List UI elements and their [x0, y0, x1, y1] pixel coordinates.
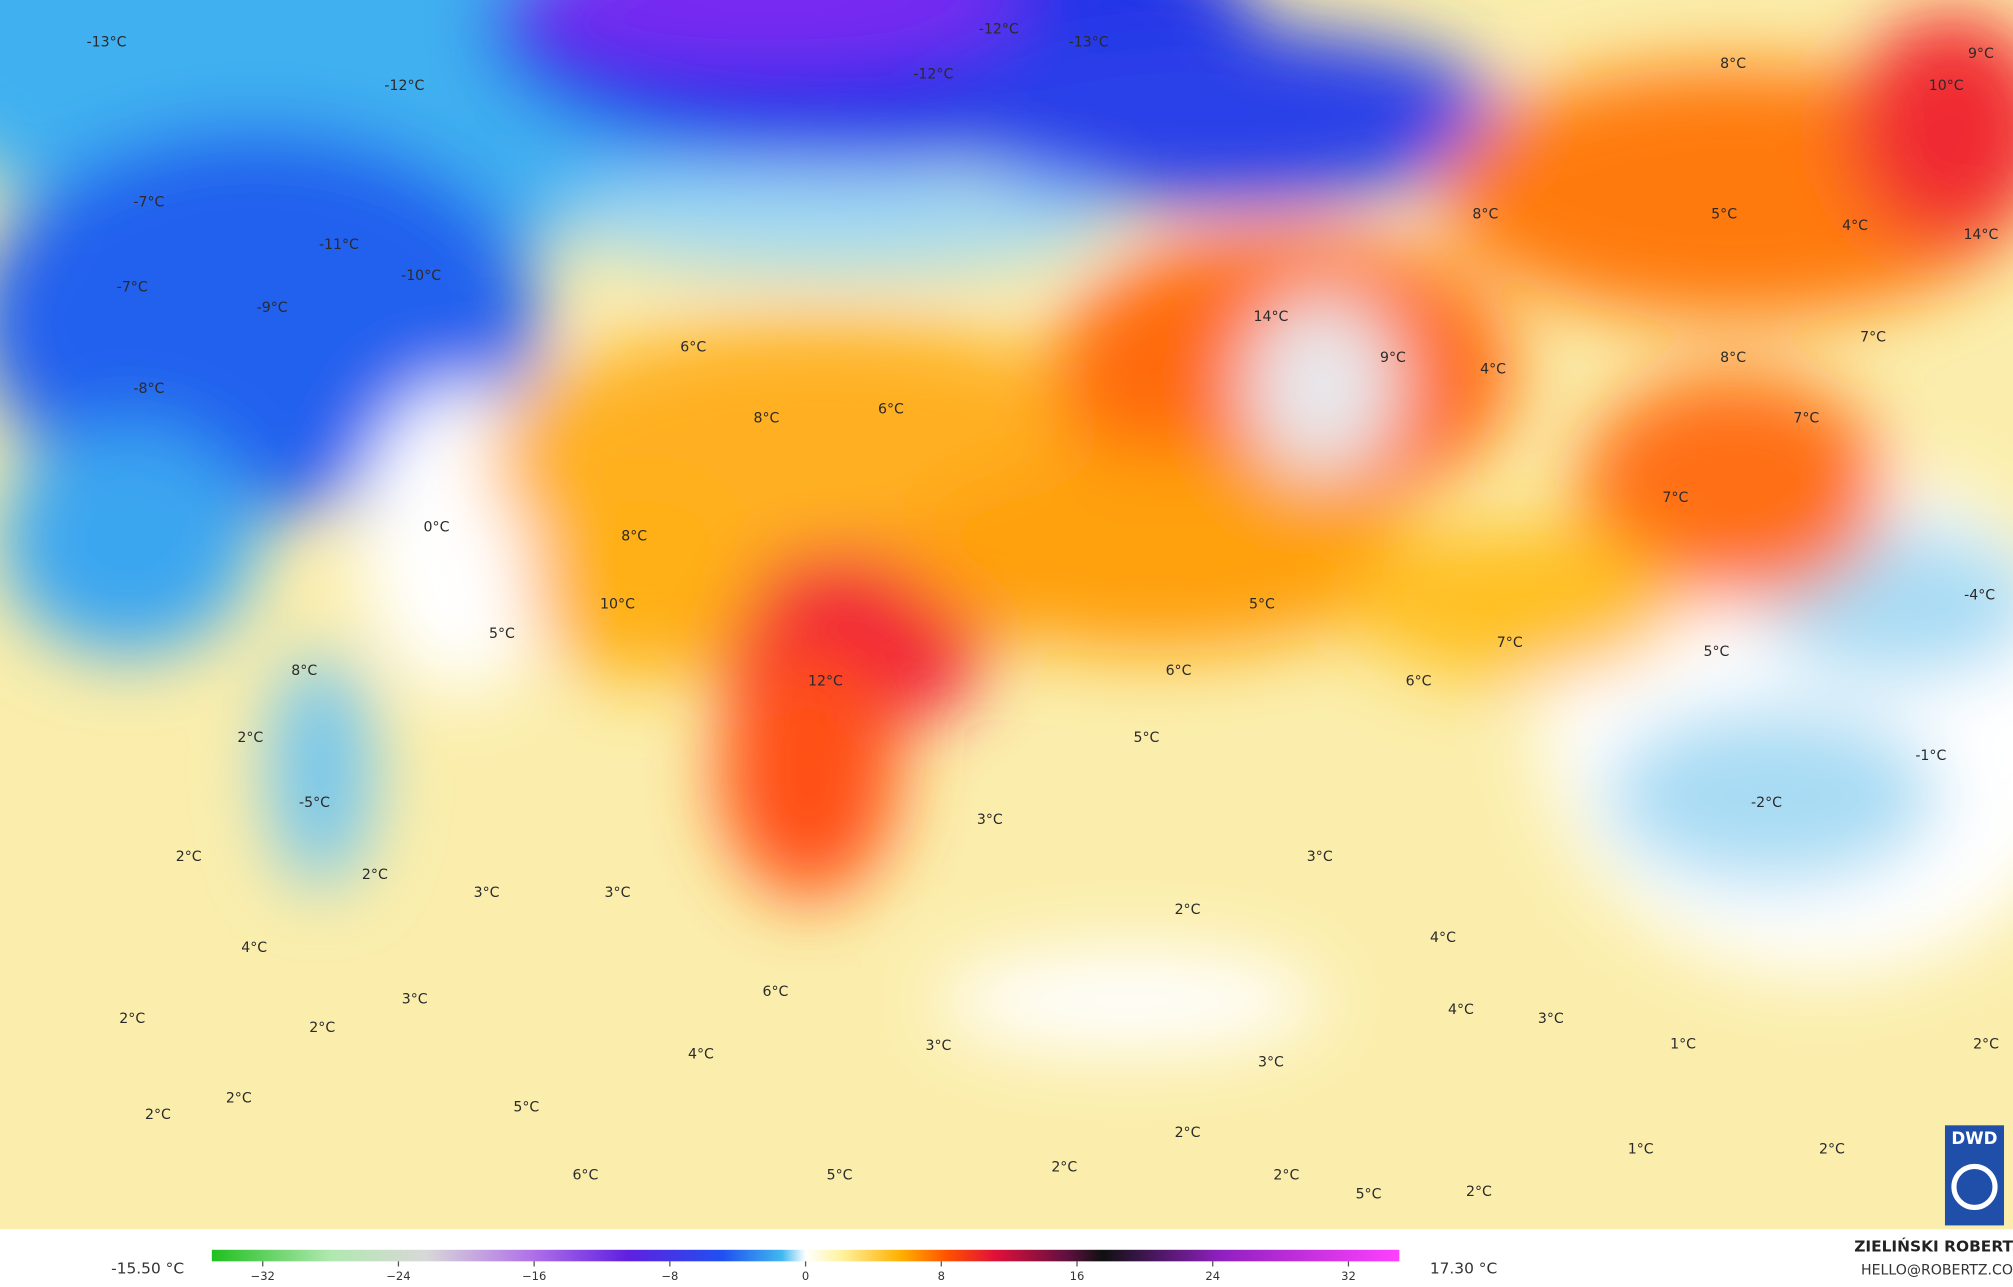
- temp-label: 7°C: [1793, 410, 1819, 426]
- temp-label: 6°C: [1166, 663, 1192, 679]
- temp-label: -9°C: [257, 300, 288, 316]
- temp-label: 2°C: [1175, 902, 1201, 918]
- temp-label: 3°C: [474, 885, 500, 901]
- temp-label: 6°C: [762, 984, 788, 1000]
- temp-label: -5°C: [299, 795, 330, 811]
- temp-label: 4°C: [688, 1047, 714, 1063]
- temp-label: -11°C: [319, 237, 359, 253]
- temp-label: 4°C: [1480, 362, 1506, 378]
- temp-label: 4°C: [1842, 218, 1868, 234]
- temp-label: 5°C: [1133, 730, 1159, 746]
- tick-label: 8: [938, 1269, 945, 1283]
- temp-label: 10°C: [1929, 78, 1964, 94]
- temp-label: 1°C: [1670, 1036, 1696, 1052]
- logo-text: DWD: [1951, 1129, 1997, 1148]
- temp-label: 7°C: [1860, 329, 1886, 345]
- email: HELLO@ROBERTZ.CO: [1861, 1262, 2013, 1278]
- tick-label: 0: [802, 1269, 809, 1283]
- temp-label: 4°C: [241, 940, 267, 956]
- temp-label: 9°C: [1968, 46, 1994, 62]
- temp-label: -13°C: [87, 34, 127, 50]
- temp-label: 3°C: [926, 1038, 952, 1054]
- temp-label: 4°C: [1430, 930, 1456, 946]
- temp-label: 3°C: [605, 885, 631, 901]
- temperature-labels: -13°C-12°C-12°C-12°C-13°C8°C9°C10°C-7°C-…: [87, 22, 2000, 1203]
- temp-label: 3°C: [1307, 849, 1333, 865]
- temp-label: 1°C: [1628, 1142, 1654, 1158]
- temp-label: 6°C: [1406, 673, 1432, 689]
- temp-label: -7°C: [117, 279, 148, 295]
- temp-label: 3°C: [402, 992, 428, 1008]
- temp-label: 8°C: [621, 528, 647, 544]
- temp-label: -13°C: [1069, 34, 1109, 50]
- tick-label: −32: [251, 1269, 275, 1283]
- tick-label: −8: [661, 1269, 678, 1283]
- temp-label: 0°C: [424, 519, 450, 535]
- temp-label: -1°C: [1915, 748, 1946, 764]
- temp-label: 5°C: [1249, 596, 1275, 612]
- temp-label: 8°C: [753, 410, 779, 426]
- temp-label: 2°C: [176, 849, 202, 865]
- temp-label: 3°C: [1538, 1011, 1564, 1027]
- colorbar-max: 17.30 °C: [1430, 1260, 1497, 1278]
- temp-label: 12°C: [808, 673, 843, 689]
- temp-label: 2°C: [309, 1020, 335, 1036]
- temp-label: 5°C: [1711, 206, 1737, 222]
- temp-label: 14°C: [1963, 227, 1998, 243]
- author: ZIELIŃSKI ROBERT: [1854, 1237, 2013, 1256]
- temp-label: 8°C: [291, 663, 317, 679]
- temp-label: 6°C: [680, 340, 706, 356]
- tick-label: 32: [1341, 1269, 1356, 1283]
- tick-label: −24: [386, 1269, 410, 1283]
- temp-label: -4°C: [1964, 587, 1995, 603]
- temp-label: -12°C: [979, 22, 1019, 38]
- temp-label: 5°C: [513, 1099, 539, 1115]
- temp-label: 2°C: [226, 1090, 252, 1106]
- tick-label: 24: [1205, 1269, 1220, 1283]
- temp-label: 3°C: [977, 812, 1003, 828]
- temp-label: 7°C: [1497, 635, 1523, 651]
- colorbar: [211, 1249, 1400, 1262]
- temp-label: 5°C: [1703, 644, 1729, 660]
- colorbar-min: -15.50 °C: [111, 1260, 184, 1278]
- temp-label: 14°C: [1254, 309, 1289, 325]
- temp-label: 10°C: [600, 596, 635, 612]
- temp-label: 3°C: [1258, 1054, 1284, 1070]
- temp-label: 8°C: [1720, 350, 1746, 366]
- temp-label: -2°C: [1751, 795, 1782, 811]
- temp-label: -10°C: [401, 268, 441, 284]
- temp-label: 2°C: [145, 1107, 171, 1123]
- temp-label: -12°C: [384, 78, 424, 94]
- temp-label: 9°C: [1380, 350, 1406, 366]
- temp-label: 8°C: [1472, 206, 1498, 222]
- temp-label: -12°C: [913, 66, 953, 82]
- temp-label: 2°C: [1051, 1160, 1077, 1176]
- temp-label: 2°C: [237, 730, 263, 746]
- temp-label: 2°C: [1819, 1142, 1845, 1158]
- colorbar-ticks: −32 −24 −16 −8 0 8 16 24 32: [251, 1261, 1356, 1283]
- temperature-field: DWD: [0, 0, 2013, 1230]
- temp-label: 5°C: [1356, 1187, 1382, 1203]
- temp-label: 6°C: [878, 401, 904, 417]
- temp-label: -8°C: [133, 381, 164, 397]
- temp-label: 6°C: [572, 1167, 598, 1183]
- temp-label: 5°C: [489, 626, 515, 642]
- temp-label: 8°C: [1720, 56, 1746, 72]
- temp-label: 2°C: [1273, 1167, 1299, 1183]
- temp-label: 2°C: [1175, 1125, 1201, 1141]
- tick-label: 16: [1070, 1269, 1085, 1283]
- temp-label: -7°C: [133, 195, 164, 211]
- temp-label: 2°C: [362, 867, 388, 883]
- temp-label: 2°C: [1466, 1184, 1492, 1200]
- temp-label: 4°C: [1448, 1002, 1474, 1018]
- temp-label: 2°C: [1973, 1036, 1999, 1052]
- temp-label: 2°C: [119, 1011, 145, 1027]
- temp-label: 7°C: [1662, 490, 1688, 506]
- tick-label: −16: [522, 1269, 546, 1283]
- temp-label: 5°C: [827, 1167, 853, 1183]
